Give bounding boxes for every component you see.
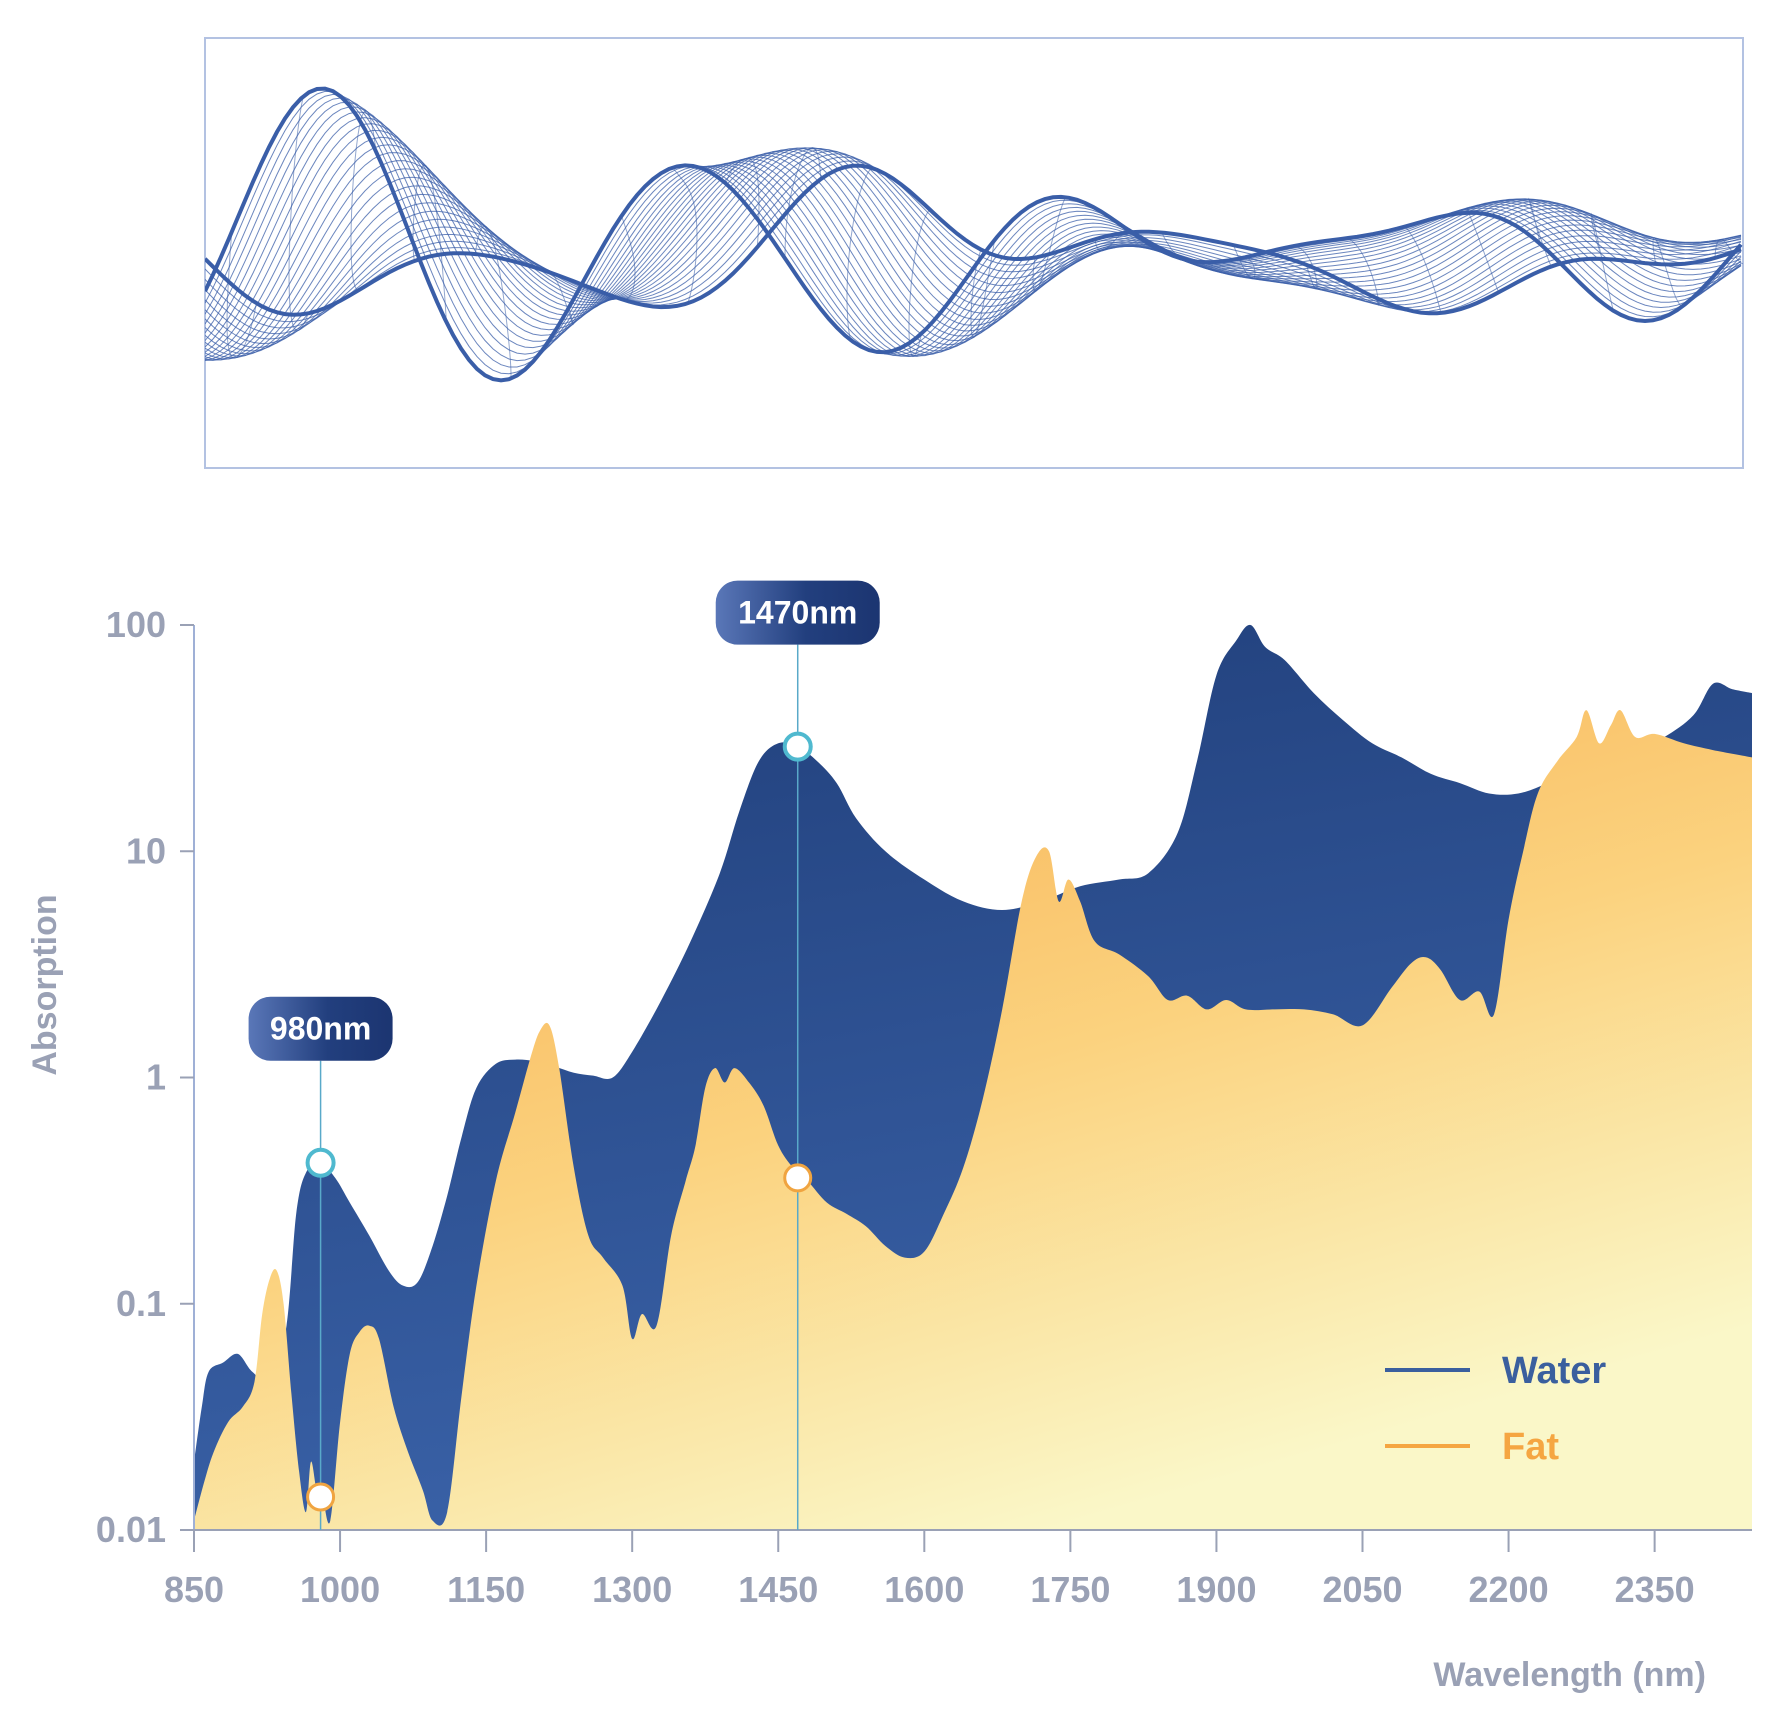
y-tick-label: 100: [106, 604, 166, 645]
wave-line: [205, 156, 1742, 329]
wave-line: [205, 148, 1742, 348]
wave-mesh-line: [1528, 197, 1552, 267]
y-tick-label: 0.1: [116, 1283, 166, 1324]
wave-mesh-line: [1590, 212, 1614, 311]
wave-lines: [205, 86, 1743, 383]
wave-mesh-line: [784, 147, 822, 259]
callout-label: 1470nm: [738, 595, 857, 631]
absorption-chart: 0.01 0.1 1 10 100 850 1000 1150 1300 1450 1600 175…: [26, 580, 1752, 1694]
wave-mesh-line: [412, 164, 447, 323]
y-tick-label: 1: [146, 1057, 166, 1098]
wave-mesh-line: [1714, 239, 1743, 265]
x-tick-label: 1600: [884, 1569, 964, 1610]
wave-mesh-line: [1466, 206, 1500, 293]
callout-badge: [248, 996, 393, 1061]
x-tick-label: 2200: [1469, 1569, 1549, 1610]
x-tick-label: 2050: [1322, 1569, 1402, 1610]
y-axis-title: Absorption: [26, 894, 64, 1075]
wave-line: [205, 149, 1742, 360]
y-axis-ticks: 0.01 0.1 1 10 100: [96, 604, 194, 1550]
water-marker: [305, 1147, 336, 1178]
wave-line: [205, 150, 1742, 340]
wave-mesh-line: [1161, 232, 1194, 263]
callout-label: 980nm: [270, 1011, 371, 1047]
fat-marker: [783, 1163, 813, 1193]
wave-line: [205, 163, 1742, 317]
wave-mesh-line: [1293, 245, 1318, 290]
x-tick-label: 1000: [300, 1569, 380, 1610]
wave-mesh-line: [614, 215, 636, 301]
x-tick-label: 2350: [1615, 1569, 1695, 1610]
callout-annotations: 980nm 1470nm: [248, 580, 880, 1530]
x-tick-label: 1150: [447, 1569, 525, 1610]
legend-water-label: Water: [1502, 1350, 1606, 1392]
water-marker: [782, 731, 813, 762]
x-tick-label: 1750: [1030, 1569, 1110, 1610]
wave-line: [205, 129, 1742, 360]
wave-mesh-line: [226, 232, 257, 359]
callout-1470nm: 1470nm: [715, 580, 880, 1530]
legend-fat-label: Fat: [1502, 1426, 1559, 1468]
wave-line: [205, 86, 1743, 383]
x-tick-label: 1900: [1176, 1569, 1256, 1610]
wave-mesh-line: [1404, 226, 1442, 314]
wave-mesh-line: [725, 157, 760, 248]
fat-marker: [306, 1482, 336, 1512]
y-tick-label: 10: [126, 830, 166, 871]
wave-line: [205, 90, 1742, 375]
wave-mesh-line: [846, 166, 878, 341]
wave-mesh-line: [288, 96, 309, 332]
wave-mesh-line: [672, 167, 698, 304]
wave-mesh-line: [1032, 197, 1067, 292]
wave-line: [205, 97, 1742, 362]
wave-line: [205, 151, 1742, 361]
wave-mesh-line: [1346, 237, 1380, 306]
wave-mesh-line: [1233, 244, 1256, 280]
x-tick-label: 850: [164, 1569, 224, 1610]
legend: Water Fat: [1385, 1350, 1606, 1468]
wave-mesh-line: [350, 109, 377, 291]
wave-mesh-line: [1652, 237, 1685, 307]
x-axis-ticks: 850 1000 1150 1300 1450 1600 1750 1900 2050 2200 2…: [164, 1530, 1695, 1610]
wave-mesh-line: [1094, 228, 1132, 252]
x-tick-label: 1450: [738, 1569, 818, 1610]
wave-panel: [204, 37, 1744, 469]
wave-mesh-line: [474, 225, 512, 379]
callout-980nm: 980nm: [248, 996, 393, 1530]
fat-area: [194, 709, 1752, 1530]
wave-line: [205, 106, 1742, 357]
wave-mesh-line: [970, 239, 996, 338]
wave-mesh-line: [908, 209, 931, 358]
x-axis-title: Wavelength (nm): [1433, 1656, 1706, 1694]
y-tick-label: 0.01: [96, 1509, 166, 1550]
wave-mesh-line: [542, 268, 574, 326]
x-tick-label: 1300: [592, 1569, 672, 1610]
wave-line: [205, 101, 1742, 358]
callout-badge: [715, 580, 880, 645]
